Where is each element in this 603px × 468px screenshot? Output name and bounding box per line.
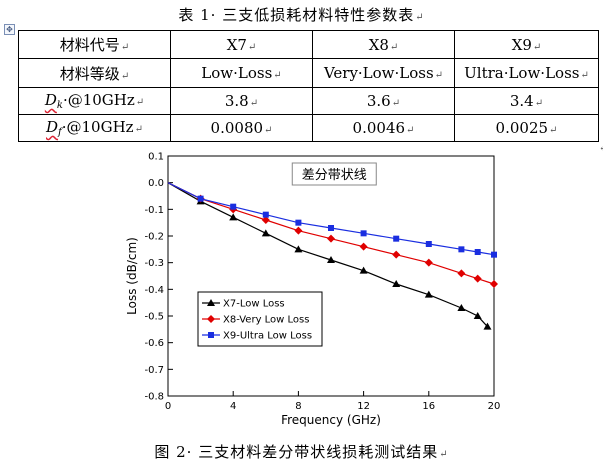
chart-title-frame <box>291 162 377 186</box>
chart-legend: X7-Low Loss X8-Very Low Loss X9-Ultra Low … <box>197 291 323 347</box>
y-tick-label: -0.5 <box>144 312 164 323</box>
x-tick-label: 12 <box>357 401 370 412</box>
table-cell[interactable]: 材料代号↵ <box>18 29 171 60</box>
legend-marker-icon <box>207 299 215 306</box>
data-point <box>473 274 482 283</box>
legend-label: X7-Low Loss <box>223 299 285 310</box>
table-row: 材料等级↵ Low·Loss↵ Very·Low·Loss↵ Ultra·Low… <box>18 58 599 88</box>
table-cell[interactable]: 0.0046↵ <box>312 113 455 143</box>
x-axis-label: Frequency (GHz) <box>281 413 381 427</box>
data-point <box>294 245 303 253</box>
y-tick-label: -0.8 <box>144 392 164 403</box>
y-tick-label: -0.7 <box>144 365 164 376</box>
series-1 <box>167 182 492 330</box>
table-cell[interactable]: X8↵ <box>312 29 455 60</box>
y-tick-label: -0.3 <box>144 258 164 269</box>
data-point <box>360 230 367 237</box>
table-cell[interactable]: Low·Loss↵ <box>170 58 313 88</box>
data-point <box>229 213 238 221</box>
data-point <box>393 235 400 242</box>
y-tick-label: -0.4 <box>144 285 164 296</box>
data-point <box>327 234 335 243</box>
data-point <box>392 280 401 287</box>
loss-chart: 0 4 8 12 16 20 0.1 0.0 -0.1 -0.2 -0.3 -0.4 -0.5 -0.6 -… <box>125 152 500 428</box>
data-point <box>490 280 498 288</box>
table-row: 材料代号↵ X7↵ X8↵ X9↵ <box>18 29 599 60</box>
table-cell[interactable]: 3.4↵ <box>454 86 599 115</box>
data-point <box>328 225 334 231</box>
table-cell[interactable]: Df·@10GHz↵ <box>18 113 171 143</box>
data-point <box>457 269 466 278</box>
data-point <box>392 250 401 259</box>
table-cell[interactable]: X9↵ <box>454 29 599 60</box>
y-tick-label: -0.2 <box>144 232 164 243</box>
data-point <box>359 266 368 274</box>
table-cell[interactable]: Ultra·Low·Loss↵ <box>454 58 599 88</box>
y-tick-label: -0.6 <box>144 338 164 349</box>
data-point <box>294 226 303 235</box>
data-point <box>359 242 368 251</box>
data-point <box>425 241 432 247</box>
data-point <box>230 203 237 210</box>
paragraph-mark-icon: ↵ <box>439 449 449 460</box>
data-point <box>491 251 497 258</box>
y-tick-label: 0.0 <box>148 178 164 189</box>
data-point <box>458 246 465 253</box>
y-tick-label: 0.1 <box>148 152 164 163</box>
spec-table: 材料代号↵ X7↵ X8↵ X9↵ 材料等级↵ Low·Loss↵ Very·L… <box>18 29 599 143</box>
x-tick-label: 20 <box>488 401 500 412</box>
data-point <box>295 219 302 226</box>
x-tick-label: 4 <box>230 401 236 412</box>
chart-title: 差分带状线 <box>302 168 367 183</box>
paragraph-mark-icon: ↵ <box>599 143 603 154</box>
legend-marker-icon <box>207 315 215 323</box>
table-cell[interactable]: 3.6↵ <box>312 86 455 115</box>
table-row: Df·@10GHz↵ 0.0080↵ 0.0046↵ 0.0025↵ <box>18 113 599 143</box>
legend-label: X8-Very Low Loss <box>223 315 309 326</box>
data-point <box>474 249 481 255</box>
series-3 <box>167 182 497 258</box>
plot-area <box>167 155 495 397</box>
table-cell[interactable]: 材料等级↵ <box>18 58 171 88</box>
x-tick-label: 0 <box>165 401 171 412</box>
data-point <box>424 290 433 298</box>
table-row: Dk·@10GHz↵ 3.8↵ 3.6↵ 3.4↵ <box>18 86 599 115</box>
y-axis-label: Loss (dB/cm) <box>125 237 139 315</box>
table-cell[interactable]: Very·Low·Loss↵ <box>312 58 455 88</box>
data-point <box>261 216 270 224</box>
table-cell[interactable]: 0.0080↵ <box>170 113 313 143</box>
table-cell[interactable]: 0.0025↵ <box>454 113 599 143</box>
x-tick-label: 8 <box>295 401 301 412</box>
data-point <box>327 256 335 263</box>
chart-title-box: 差分带状线 <box>291 162 377 186</box>
data-point <box>483 322 492 330</box>
data-point <box>473 312 482 319</box>
table-cell[interactable]: Dk·@10GHz↵ <box>18 86 171 115</box>
data-point <box>457 304 466 311</box>
data-point <box>424 258 433 267</box>
paragraph-mark-icon: ↵ <box>415 12 425 23</box>
x-tick-label: 16 <box>422 401 435 412</box>
figure-caption: 图 2· 三支材料差分带状线损耗测试结果↵ <box>154 443 449 461</box>
legend-label: X9-Ultra Low Loss <box>223 331 312 342</box>
data-point <box>197 195 204 202</box>
table-cell[interactable]: X7↵ <box>170 29 313 60</box>
y-tick-label: -0.1 <box>144 205 164 216</box>
data-point <box>262 211 269 218</box>
legend-marker-icon <box>208 332 214 338</box>
table-move-handle-icon[interactable]: ✥ <box>4 24 15 35</box>
data-point <box>261 229 270 237</box>
table-cell[interactable]: 3.8↵ <box>170 86 313 115</box>
table-caption: 表 1· 三支低损耗材料特性参数表↵ <box>178 6 425 24</box>
